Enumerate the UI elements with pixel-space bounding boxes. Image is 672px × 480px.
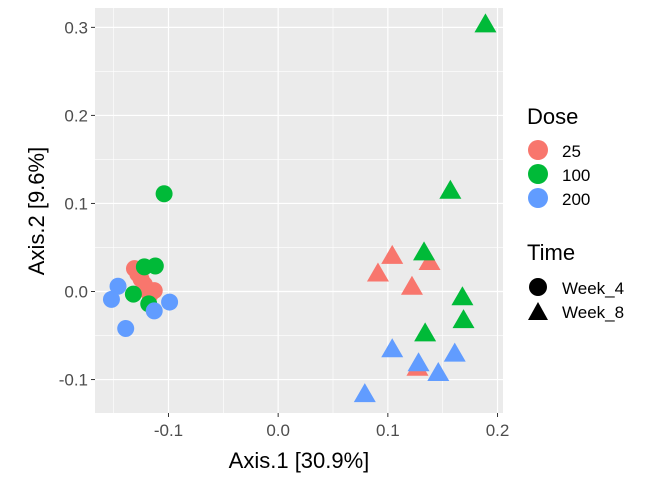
data-point-dose-200-week8 (443, 342, 466, 362)
y-tick-label: -0.1 (59, 371, 88, 390)
data-point-dose-200-week4 (109, 277, 127, 295)
plot-panel (95, 8, 503, 413)
data-point-dose-200-week4 (161, 293, 179, 311)
data-point-dose-25-week8 (418, 251, 441, 271)
data-point-dose-100-week8 (413, 241, 436, 261)
data-point-dose-200-week8 (427, 361, 450, 381)
legend-week8-label: Week_8 (562, 303, 624, 322)
legend-week8-swatch (528, 302, 548, 320)
data-point-dose-100-week4 (146, 257, 164, 275)
legend-dose: Dose 25 100 200 (527, 104, 590, 209)
legend-time-title: Time (527, 240, 575, 265)
x-axis: -0.1 0.0 0.1 0.2 (154, 413, 510, 440)
data-point-dose-200-week8 (381, 338, 404, 358)
legend-dose-title: Dose (527, 104, 578, 129)
data-point-dose-200-week4 (117, 319, 135, 337)
data-point-dose-100-week8 (439, 179, 462, 199)
data-point-dose-100-week8 (452, 309, 475, 329)
x-tick-label: 0.1 (376, 421, 400, 440)
data-point-dose-25-week8 (381, 244, 404, 264)
legend-dose-200-label: 200 (562, 190, 590, 209)
legend-dose-100-label: 100 (562, 166, 590, 185)
data-point-dose-25-week8 (366, 262, 389, 282)
data-points (102, 13, 497, 403)
data-point-dose-100-week8 (474, 13, 497, 33)
y-tick-label: 0.2 (64, 106, 88, 125)
legend-week4-label: Week_4 (562, 279, 624, 298)
data-point-dose-100-week8 (414, 322, 437, 342)
legend-dose-100-swatch (528, 164, 548, 184)
x-tick-label: 0.2 (486, 421, 510, 440)
legend-week4-swatch (529, 278, 547, 296)
data-point-dose-25-week8 (400, 275, 423, 295)
legend-time: Time Week_4 Week_8 (527, 240, 624, 322)
x-tick-label: 0.0 (266, 421, 290, 440)
data-point-dose-200-week8 (407, 352, 430, 372)
grid-minor (95, 8, 503, 413)
y-axis: -0.1 0.0 0.1 0.2 0.3 (59, 18, 95, 390)
x-axis-title: Axis.1 [30.9%] (229, 448, 370, 473)
data-point-dose-200-week4 (102, 290, 120, 308)
data-point-dose-200-week4 (145, 302, 163, 320)
y-tick-label: 0.3 (64, 18, 88, 37)
data-point-dose-100-week4 (155, 185, 173, 203)
data-point-dose-100-week8 (451, 286, 474, 306)
y-tick-label: 0.0 (64, 283, 88, 302)
y-tick-label: 0.1 (64, 194, 88, 213)
x-tick-label: -0.1 (154, 421, 183, 440)
legend-dose-25-swatch (528, 140, 548, 160)
legend-dose-200-swatch (528, 188, 548, 208)
y-axis-title: Axis.2 [9.6%] (24, 147, 49, 275)
data-point-dose-200-week8 (353, 383, 376, 403)
data-point-dose-100-week4 (124, 285, 142, 303)
data-point-dose-25-week4 (145, 282, 163, 300)
legend-dose-25-label: 25 (562, 142, 581, 161)
